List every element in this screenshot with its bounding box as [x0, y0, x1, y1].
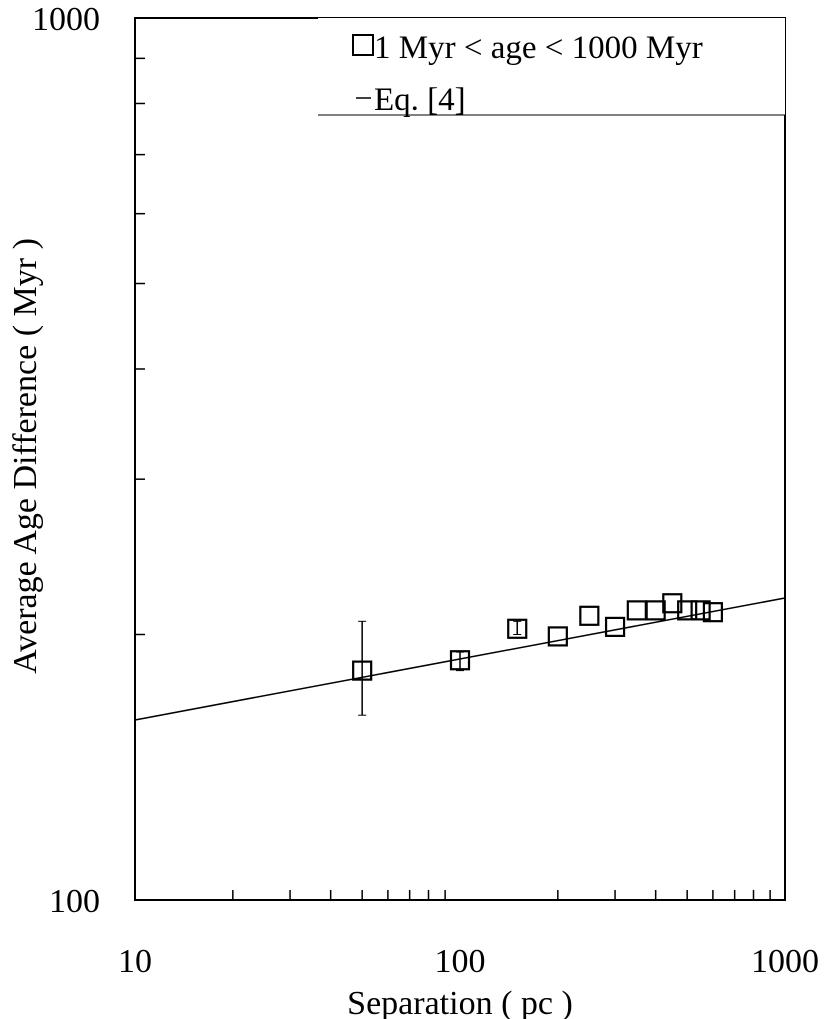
y-tick-label: 1000 — [32, 1, 100, 38]
data-point — [579, 605, 600, 626]
legend: 1 Myr < age < 1000 Myr Eq. [4] — [318, 18, 785, 118]
x-tick-label: 100 — [435, 943, 486, 980]
x-tick-label: 1000 — [751, 943, 819, 980]
data-point — [449, 650, 471, 671]
data-point — [677, 600, 698, 621]
legend-label-series-1: 1 Myr < age < 1000 Myr — [374, 30, 703, 66]
data-point — [626, 600, 647, 621]
data-points — [352, 593, 723, 681]
legend-label-series-2: Eq. [4] — [374, 82, 466, 118]
plot-area — [134, 17, 786, 901]
x-tick-label: 10 — [118, 943, 152, 980]
x-tick-labels: 10 100 1000 — [118, 943, 819, 980]
y-tick-labels: 100 1000 — [32, 1, 100, 920]
data-point — [690, 600, 711, 621]
data-point — [702, 602, 723, 623]
legend-square-marker — [352, 34, 374, 56]
x-axis-label: Separation ( pc ) — [347, 985, 573, 1019]
data-point — [645, 600, 666, 621]
legend-box — [318, 18, 785, 115]
y-minor-ticks — [135, 57, 145, 636]
y-axis-label: Average Age Difference ( Myr ) — [7, 238, 44, 674]
error-bars — [358, 620, 522, 716]
data-point — [604, 616, 626, 638]
y-tick-label: 100 — [49, 883, 100, 920]
x-minor-ticks — [232, 890, 771, 900]
data-point — [662, 593, 683, 614]
data-point — [352, 660, 373, 681]
data-point — [507, 618, 528, 639]
data-point — [547, 626, 568, 647]
